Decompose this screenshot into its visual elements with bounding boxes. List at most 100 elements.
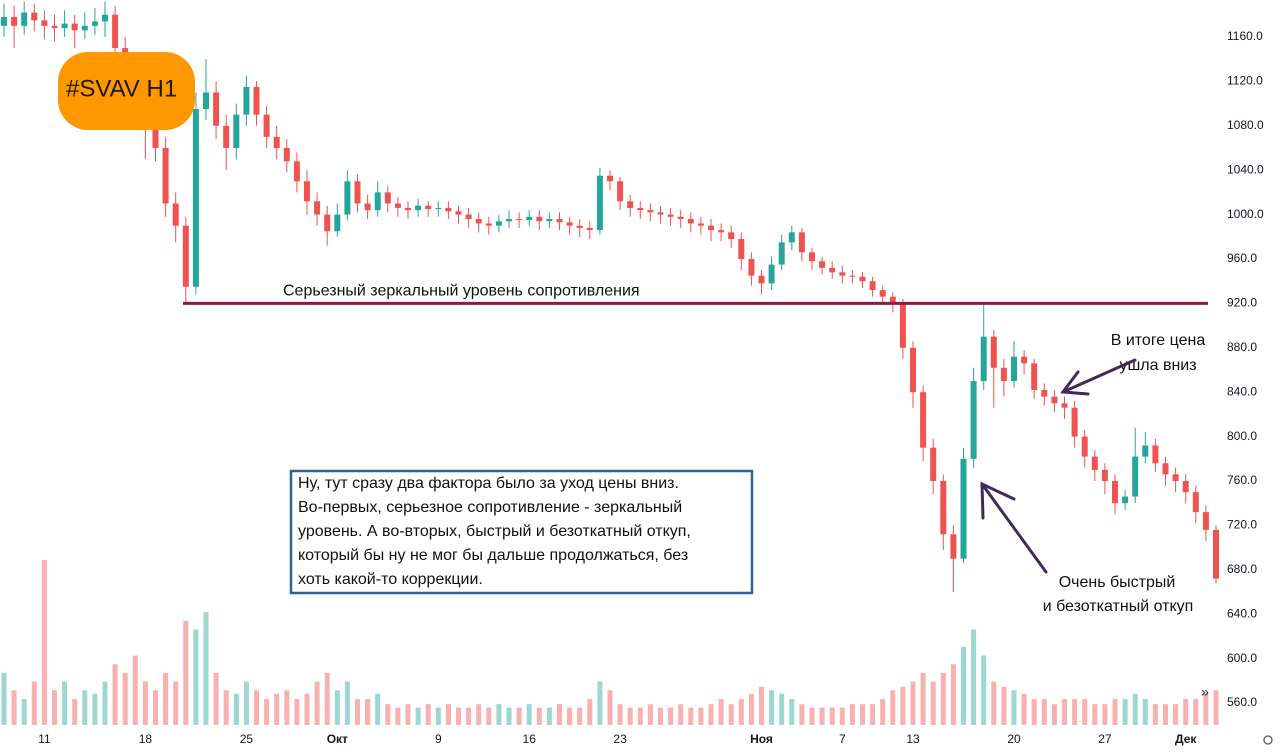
volume-bar (274, 693, 280, 725)
volume-bar (375, 693, 381, 725)
candle-body (1101, 469, 1108, 482)
note-line: Ну, тут сразу два фактора было за уход ц… (298, 475, 679, 492)
candle-body (152, 125, 159, 148)
candle-body (960, 458, 967, 559)
volume-bar (486, 707, 492, 725)
volume-bar (153, 690, 158, 725)
candle-body (1132, 456, 1139, 497)
candle-body (687, 219, 694, 224)
candle-body (293, 161, 300, 182)
callout: и безоткатный откуп (1043, 598, 1194, 615)
volume-bar (1183, 698, 1189, 725)
volume-bar (1062, 698, 1067, 725)
candle-body (1122, 496, 1129, 504)
candle-body (819, 261, 826, 268)
note-line: уровень. А во-вторых, быстрый и безоткат… (298, 523, 691, 540)
volume-bar (445, 704, 451, 725)
candle-body (91, 21, 98, 26)
candle-body (1172, 474, 1179, 482)
candle-body (243, 86, 250, 115)
candle-body (162, 147, 169, 204)
y-tick-label: 920.0 (1227, 296, 1257, 310)
volume-bar (355, 698, 360, 725)
candle-body (536, 216, 543, 222)
candle-body (788, 232, 795, 243)
volume-bar (173, 681, 179, 725)
y-tick-label: 1040.0 (1227, 162, 1264, 176)
candle-body (869, 281, 876, 291)
candle-body (768, 264, 775, 284)
candle-body (71, 23, 78, 31)
volume-bar (708, 704, 714, 725)
candle-body (425, 205, 432, 210)
volume-bar (466, 707, 472, 725)
candle-body (314, 201, 321, 215)
candle-body (1182, 481, 1189, 493)
candle-body (1071, 407, 1078, 437)
x-tick-label: 18 (139, 732, 153, 746)
volume-bar (31, 681, 37, 725)
volume-bar (1051, 704, 1057, 725)
volume-bar (395, 707, 401, 725)
candle-body (970, 381, 977, 459)
arrows (980, 358, 1137, 574)
volume-bar (1092, 704, 1098, 725)
candle-body (1152, 445, 1159, 464)
volume-bar (678, 704, 684, 725)
candle-body (1051, 396, 1058, 404)
settings-icon[interactable] (1263, 735, 1273, 745)
callout: ушла вниз (1119, 357, 1196, 374)
volume-bar (809, 707, 815, 725)
scroll-button[interactable]: » (1201, 684, 1209, 700)
volume-bar (536, 707, 542, 725)
volume-bar (223, 690, 229, 725)
candle-body (849, 275, 856, 277)
callout: Очень быстрый (1059, 574, 1176, 591)
candle-body (1081, 436, 1088, 457)
candle-body (546, 219, 553, 222)
note-box (289, 469, 754, 595)
volume-bar (658, 707, 663, 725)
volume-bar (314, 681, 320, 725)
candle-body (495, 221, 502, 226)
candle-body (697, 223, 704, 226)
candle-body (1011, 356, 1017, 382)
volume-bar (698, 707, 704, 725)
volume-bar (779, 693, 785, 725)
candle-body (708, 225, 714, 231)
volume-bar (557, 704, 562, 725)
candle-body (81, 25, 88, 31)
volume-bar (1011, 690, 1017, 725)
candle-body (506, 219, 512, 222)
volume-bar (243, 681, 249, 725)
candle-body (415, 205, 422, 211)
volume-bar (940, 672, 946, 725)
candle-body (485, 223, 492, 226)
candle-body (31, 12, 38, 21)
y-tick-label: 800.0 (1227, 429, 1257, 443)
volume-bar (526, 704, 532, 725)
y-tick-label: 720.0 (1227, 518, 1257, 532)
volume-bar (163, 672, 169, 725)
candle-body (1202, 512, 1209, 530)
candle-body (647, 210, 654, 213)
volume-bar (718, 698, 724, 725)
candle-body (990, 336, 997, 368)
volume-bar (334, 690, 340, 725)
candle-body (596, 175, 603, 231)
volume-bar (860, 704, 865, 725)
candle-body (1041, 389, 1048, 397)
x-tick-label: Ноя (750, 732, 773, 746)
level-label: Серьезный зеркальный уровень сопротивлен… (283, 283, 640, 300)
candle-body (374, 192, 381, 211)
volume-bar (1213, 690, 1219, 725)
volume-bar (950, 664, 956, 725)
candle-body (920, 392, 927, 448)
candle-body (1192, 492, 1199, 513)
y-tick-label: 840.0 (1227, 384, 1257, 398)
x-tick-label: 7 (839, 732, 846, 746)
candle-body (1061, 403, 1068, 408)
candle-body (384, 192, 391, 204)
note-line: хоть какой-то коррекции. (298, 571, 483, 588)
candle-body (748, 258, 755, 276)
